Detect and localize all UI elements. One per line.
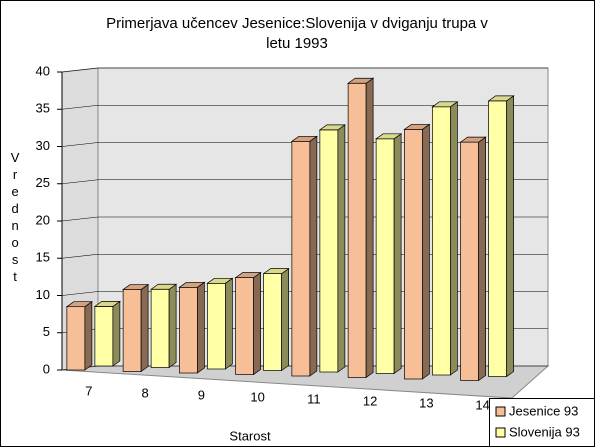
x-axis-title: Starost [229, 428, 271, 443]
x-tick-label: 9 [198, 387, 205, 402]
bar-front [150, 288, 170, 368]
legend-swatch [495, 406, 506, 417]
bar-side [422, 123, 430, 380]
bar-top [93, 301, 121, 307]
bar [347, 77, 375, 379]
bar [65, 300, 93, 371]
bar-top [178, 281, 206, 288]
bar [403, 123, 431, 380]
y-tick-label: 5 [43, 324, 50, 339]
bar-side [112, 300, 121, 367]
y-tick-label: 10 [36, 287, 50, 302]
bar [487, 95, 515, 378]
bar-side [478, 136, 486, 382]
x-tick-label: 13 [419, 395, 433, 410]
bar-side [225, 277, 233, 370]
bar-front [122, 289, 142, 372]
bar-front [66, 306, 86, 371]
bar-top [262, 268, 290, 274]
bar-front [235, 277, 254, 375]
bar [178, 281, 206, 374]
plot: 0 5 10 15 20 25 30 35 40 7 8 9 10 11 12 13 14 [36, 63, 550, 412]
y-tick-label: 20 [36, 212, 50, 227]
bar-side [450, 101, 458, 376]
x-tick-label: 10 [250, 389, 264, 404]
grid-line [61, 67, 548, 73]
bar-front [179, 286, 198, 374]
bar-top [459, 136, 487, 143]
x-tick-label: 11 [307, 391, 321, 406]
bar-top [403, 124, 431, 130]
bar [234, 271, 262, 376]
bar-front [375, 138, 395, 374]
bar-front [488, 100, 507, 377]
bar-top [487, 95, 515, 102]
bar-top [290, 135, 318, 142]
x-tick-label: 8 [142, 385, 149, 400]
bar-top [375, 133, 403, 140]
bar-top [234, 272, 262, 278]
y-tick-label: 40 [36, 63, 50, 78]
bar-top [347, 77, 375, 84]
legend-swatch [495, 427, 506, 438]
bar-top [318, 124, 346, 131]
y-tick-label: 0 [43, 361, 50, 376]
bar-side [506, 95, 514, 378]
bar [459, 136, 487, 382]
y-axis-title: Vrednost [8, 150, 23, 286]
bar [206, 277, 234, 370]
bar-top [122, 284, 150, 290]
bar-side [365, 77, 374, 379]
bar-side [168, 283, 177, 369]
bar-side [393, 133, 402, 375]
bar-front [263, 273, 282, 371]
bar [93, 300, 121, 367]
bar-side [309, 135, 318, 377]
bar-top [65, 301, 93, 308]
bar-side [84, 300, 93, 371]
bar-front [460, 141, 479, 381]
bar-side [281, 267, 289, 372]
legend-label: Slovenija 93 [509, 424, 580, 439]
bar-front [347, 82, 367, 378]
y-tick-label: 15 [36, 250, 50, 265]
y-tick-label: 30 [36, 138, 50, 153]
bar [150, 283, 178, 369]
bar-side [140, 283, 149, 373]
bar [375, 133, 403, 375]
bar-front [207, 282, 226, 370]
bar-front [404, 129, 423, 380]
bar-front [291, 140, 311, 377]
y-tick-label: 25 [36, 175, 50, 190]
x-tick-label: 12 [363, 393, 377, 408]
bar-front [319, 129, 339, 373]
bar-side [197, 281, 205, 374]
legend-box [489, 398, 595, 447]
x-tick-label: 14 [475, 397, 489, 412]
bar [122, 283, 150, 373]
bar [290, 135, 318, 377]
bar-front [94, 306, 114, 367]
bar [431, 101, 459, 376]
grid-line [61, 104, 548, 110]
bar [262, 267, 290, 372]
bar-top [150, 283, 178, 290]
bar-side [337, 124, 346, 373]
bar-front [432, 106, 451, 376]
y-tick-label: 35 [36, 101, 50, 116]
legend-label: Jesenice 93 [509, 403, 578, 418]
chart-title: Primerjava učencev Jesenice:Slovenija v … [106, 15, 488, 52]
x-tick-label: 7 [85, 383, 92, 398]
bar-side [253, 271, 261, 376]
bar-top [206, 277, 234, 284]
bar [318, 124, 346, 373]
bar-top [431, 101, 459, 108]
